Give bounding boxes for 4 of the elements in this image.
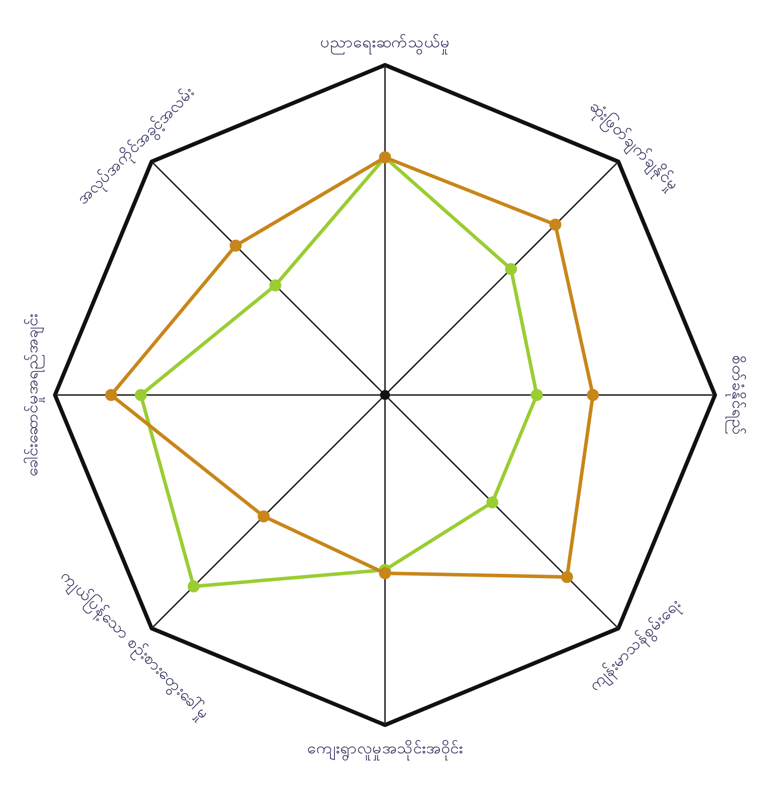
spoke-label: ပညာရေးဆက်သွယ်မှု bbox=[320, 32, 450, 54]
spoke-label: ကျေးရွာလူမှုအသိုင်းအဝိုင်း bbox=[307, 738, 463, 760]
spoke-label: စိတ်ခံနိုင်ရည် bbox=[726, 355, 748, 435]
spoke-label: ခေါင်းဆောင်မှုအရည်အချင်း bbox=[22, 314, 44, 476]
